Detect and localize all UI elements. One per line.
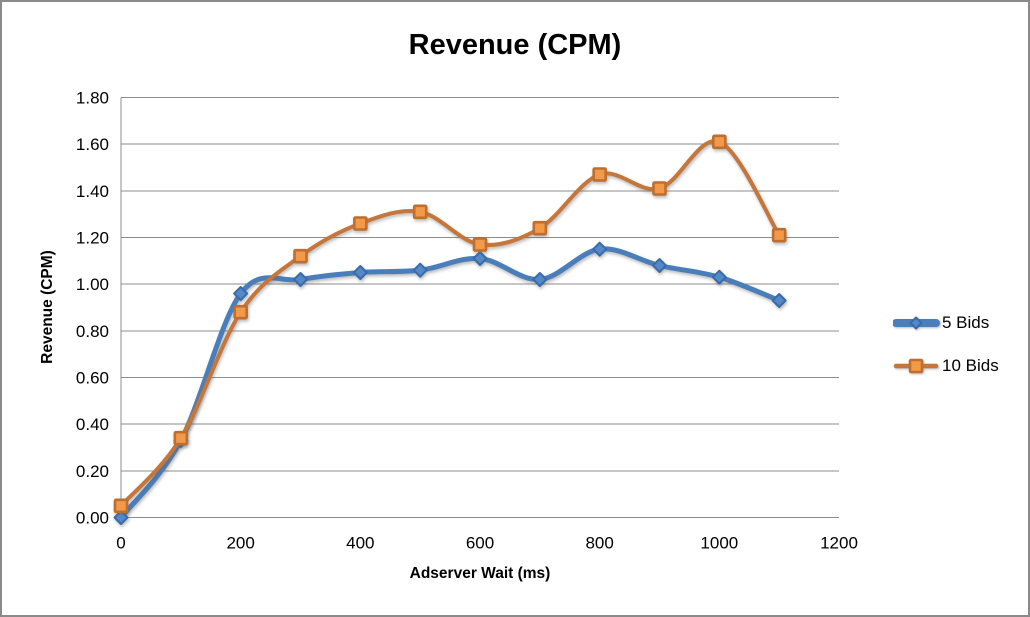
- diamond-marker: [771, 293, 787, 308]
- x-tick-label: 600: [466, 534, 494, 553]
- square-marker: [233, 304, 248, 320]
- square-marker: [293, 248, 308, 264]
- y-tick-label: 1.00: [76, 275, 109, 294]
- square-marker: [712, 134, 727, 150]
- diamond-marker: [592, 241, 608, 257]
- square-marker: [908, 358, 924, 374]
- y-tick-label: 1.40: [76, 182, 109, 201]
- diamond-marker: [532, 272, 548, 287]
- diamond-marker: [352, 265, 368, 280]
- series-5-bids: [113, 241, 787, 525]
- legend-item-10-bids: 10 Bids: [893, 353, 999, 379]
- chart-title: Revenue (CPM): [408, 29, 622, 61]
- square-marker: [652, 181, 667, 196]
- y-tick-label: 1.60: [76, 135, 109, 154]
- legend-swatch-10-bids: [893, 358, 939, 374]
- y-axis-title: Revenue (CPM): [39, 250, 56, 364]
- diamond-marker: [233, 286, 249, 301]
- diamond-marker: [113, 510, 129, 525]
- y-tick-label: 0.20: [76, 462, 109, 481]
- y-tick-label: 0.60: [76, 369, 109, 388]
- square-marker: [592, 167, 607, 182]
- y-tick-label: 1.80: [76, 89, 109, 108]
- diamond-marker: [412, 262, 428, 278]
- x-tick-label: 800: [585, 534, 613, 553]
- diamond-marker: [652, 258, 667, 273]
- y-tick-label: 1.20: [76, 229, 109, 248]
- square-marker: [173, 430, 189, 446]
- x-tick-label: 200: [226, 534, 254, 553]
- square-marker: [353, 216, 368, 231]
- legend: 5 Bids 10 Bids: [893, 310, 999, 396]
- legend-item-5-bids: 5 Bids: [893, 310, 999, 336]
- y-tick-label: 0.80: [76, 322, 109, 341]
- x-tick-label: 0: [116, 534, 125, 553]
- x-tick-label: 1000: [700, 534, 738, 553]
- square-marker: [771, 227, 787, 243]
- square-marker: [532, 220, 548, 236]
- x-tick-label: 1200: [820, 534, 858, 553]
- diamond-marker: [293, 272, 308, 287]
- legend-label: 5 Bids: [942, 313, 990, 332]
- legend-swatch-5-bids: [893, 316, 940, 330]
- square-marker: [113, 498, 129, 514]
- legend-label: 10 Bids: [942, 356, 999, 375]
- series-10-bids: [113, 134, 787, 514]
- diamond-marker: [711, 269, 727, 285]
- x-axis-title: Adserver Wait (ms): [409, 565, 551, 582]
- square-marker: [412, 204, 428, 220]
- y-tick-label: 0.40: [76, 415, 109, 434]
- diamond-marker: [909, 316, 923, 330]
- y-tick-label: 0.00: [76, 509, 109, 528]
- square-marker: [472, 237, 488, 252]
- diamond-marker: [472, 251, 488, 266]
- x-tick-label: 400: [346, 534, 374, 553]
